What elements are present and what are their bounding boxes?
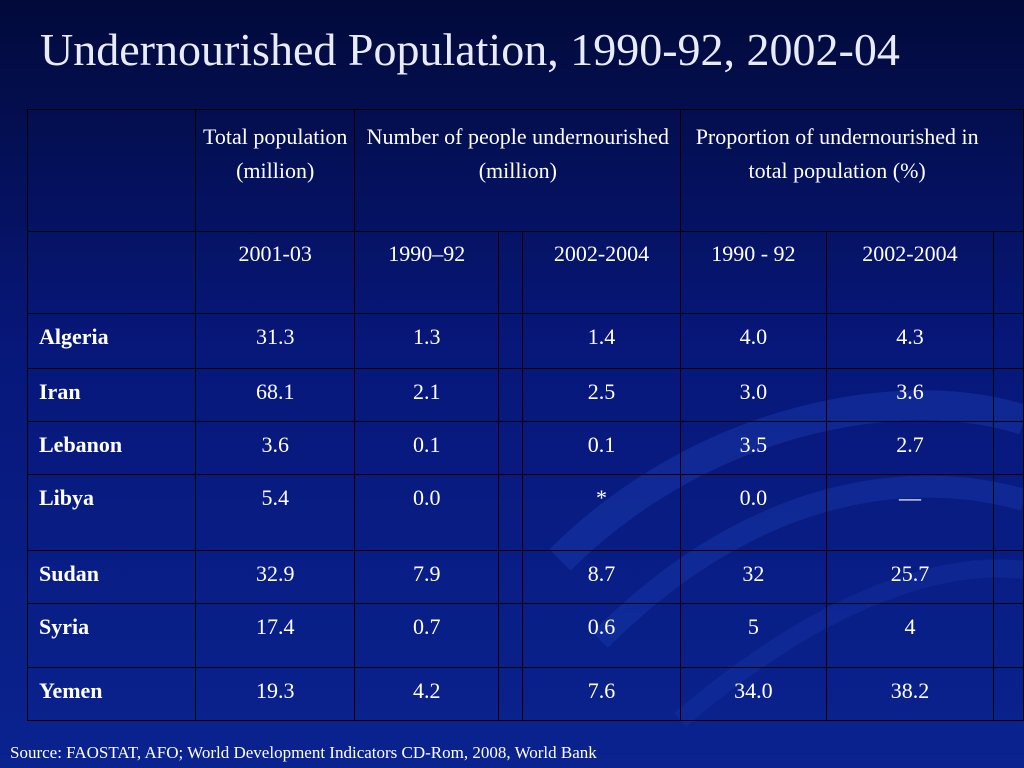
spacer-cell: [993, 421, 1024, 475]
undernourished-2002-2004-value: 0.6: [521, 603, 682, 668]
proportion-2002-2004-value: 25.7: [825, 550, 995, 604]
country-name: Syria: [26, 603, 197, 668]
proportion-1990-92-value: 4.0: [680, 313, 827, 369]
country-name: Iran: [26, 368, 197, 422]
undernourished-2002-2004-value: 2.5: [521, 368, 682, 422]
country-name: Algeria: [26, 313, 197, 369]
year-header-row: 2001-03 1990–92 2002-2004 1990 - 92 2002…: [26, 231, 1024, 314]
undernourished-2002-2004-value: 0.1: [521, 421, 682, 475]
proportion-1990-92-value: 3.0: [680, 368, 827, 422]
table-row: Yemen 19.3 4.2 7.6 34.0 38.2: [26, 667, 1024, 721]
undernourished-2002-2004-value: *: [521, 474, 682, 551]
proportion-2002-2004-value: —: [825, 474, 995, 551]
corner-cell: [26, 109, 197, 232]
header-proportion-undernourished: Proportion of undernourished in total po…: [680, 109, 1024, 232]
spacer-cell: [993, 313, 1024, 369]
undernourished-table: Total population (million) Number of peo…: [26, 109, 1024, 721]
proportion-1990-92-value: 5: [680, 603, 827, 668]
group-header-row: Total population (million) Number of peo…: [26, 109, 1024, 232]
table-row: Algeria 31.3 1.3 1.4 4.0 4.3: [26, 313, 1024, 369]
spacer-cell: [498, 421, 523, 475]
country-name: Yemen: [26, 667, 197, 721]
table-row: Sudan 32.9 7.9 8.7 32 25.7: [26, 550, 1024, 604]
undernourished-1990-92-value: 4.2: [354, 667, 500, 721]
year-total-2001-03: 2001-03: [195, 231, 356, 314]
spacer-cell: [993, 474, 1024, 551]
spacer-cell: [498, 474, 523, 551]
blank-cell: [26, 231, 197, 314]
total-population-value: 31.3: [195, 313, 356, 369]
proportion-1990-92-value: 3.5: [680, 421, 827, 475]
total-population-value: 68.1: [195, 368, 356, 422]
spacer-cell: [498, 368, 523, 422]
spacer-cell: [498, 667, 523, 721]
spacer-cell: [498, 313, 523, 369]
year-number-1990-92: 1990–92: [354, 231, 500, 314]
proportion-2002-2004-value: 4.3: [825, 313, 995, 369]
spacer-cell: [498, 603, 523, 668]
slide-title: Undernourished Population, 1990-92, 2002…: [40, 24, 900, 75]
country-name: Lebanon: [26, 421, 197, 475]
proportion-2002-2004-value: 3.6: [825, 368, 995, 422]
proportion-2002-2004-value: 2.7: [825, 421, 995, 475]
country-name: Sudan: [26, 550, 197, 604]
spacer-cell: [993, 603, 1024, 668]
undernourished-1990-92-value: 7.9: [354, 550, 500, 604]
proportion-2002-2004-value: 38.2: [825, 667, 995, 721]
table-row: Syria 17.4 0.7 0.6 5 4: [26, 603, 1024, 668]
proportion-1990-92-value: 34.0: [680, 667, 827, 721]
undernourished-1990-92-value: 0.7: [354, 603, 500, 668]
year-number-2002-2004: 2002-2004: [521, 231, 682, 314]
year-proportion-1990-92: 1990 - 92: [680, 231, 827, 314]
spacer-cell: [498, 550, 523, 604]
spacer-cell: [993, 667, 1024, 721]
country-name: Libya: [26, 474, 197, 551]
spacer-cell: [498, 231, 523, 314]
undernourished-1990-92-value: 0.1: [354, 421, 500, 475]
table-row: Iran 68.1 2.1 2.5 3.0 3.6: [26, 368, 1024, 422]
undernourished-2002-2004-value: 7.6: [521, 667, 682, 721]
total-population-value: 32.9: [195, 550, 356, 604]
header-number-undernourished: Number of people undernourished (million…: [354, 109, 682, 232]
table-row: Libya 5.4 0.0 * 0.0—: [26, 474, 1024, 551]
total-population-value: 19.3: [195, 667, 356, 721]
proportion-1990-92-value: 32: [680, 550, 827, 604]
undernourished-1990-92-value: 0.0: [354, 474, 500, 551]
total-population-value: 5.4: [195, 474, 356, 551]
total-population-value: 3.6: [195, 421, 356, 475]
source-note: Source: FAOSTAT, AFO; World Development …: [10, 743, 597, 762]
undernourished-2002-2004-value: 1.4: [521, 313, 682, 369]
spacer-cell: [993, 231, 1024, 314]
proportion-2002-2004-value: 4: [825, 603, 995, 668]
table-row: Lebanon 3.6 0.1 0.1 3.5 2.7: [26, 421, 1024, 475]
undernourished-2002-2004-value: 8.7: [521, 550, 682, 604]
spacer-cell: [993, 368, 1024, 422]
undernourished-1990-92-value: 1.3: [354, 313, 500, 369]
proportion-1990-92-value: 0.0: [680, 474, 827, 551]
total-population-value: 17.4: [195, 603, 356, 668]
spacer-cell: [993, 550, 1024, 604]
header-total-population: Total population (million): [195, 109, 356, 232]
year-proportion-2002-2004: 2002-2004: [825, 231, 995, 314]
undernourished-1990-92-value: 2.1: [354, 368, 500, 422]
